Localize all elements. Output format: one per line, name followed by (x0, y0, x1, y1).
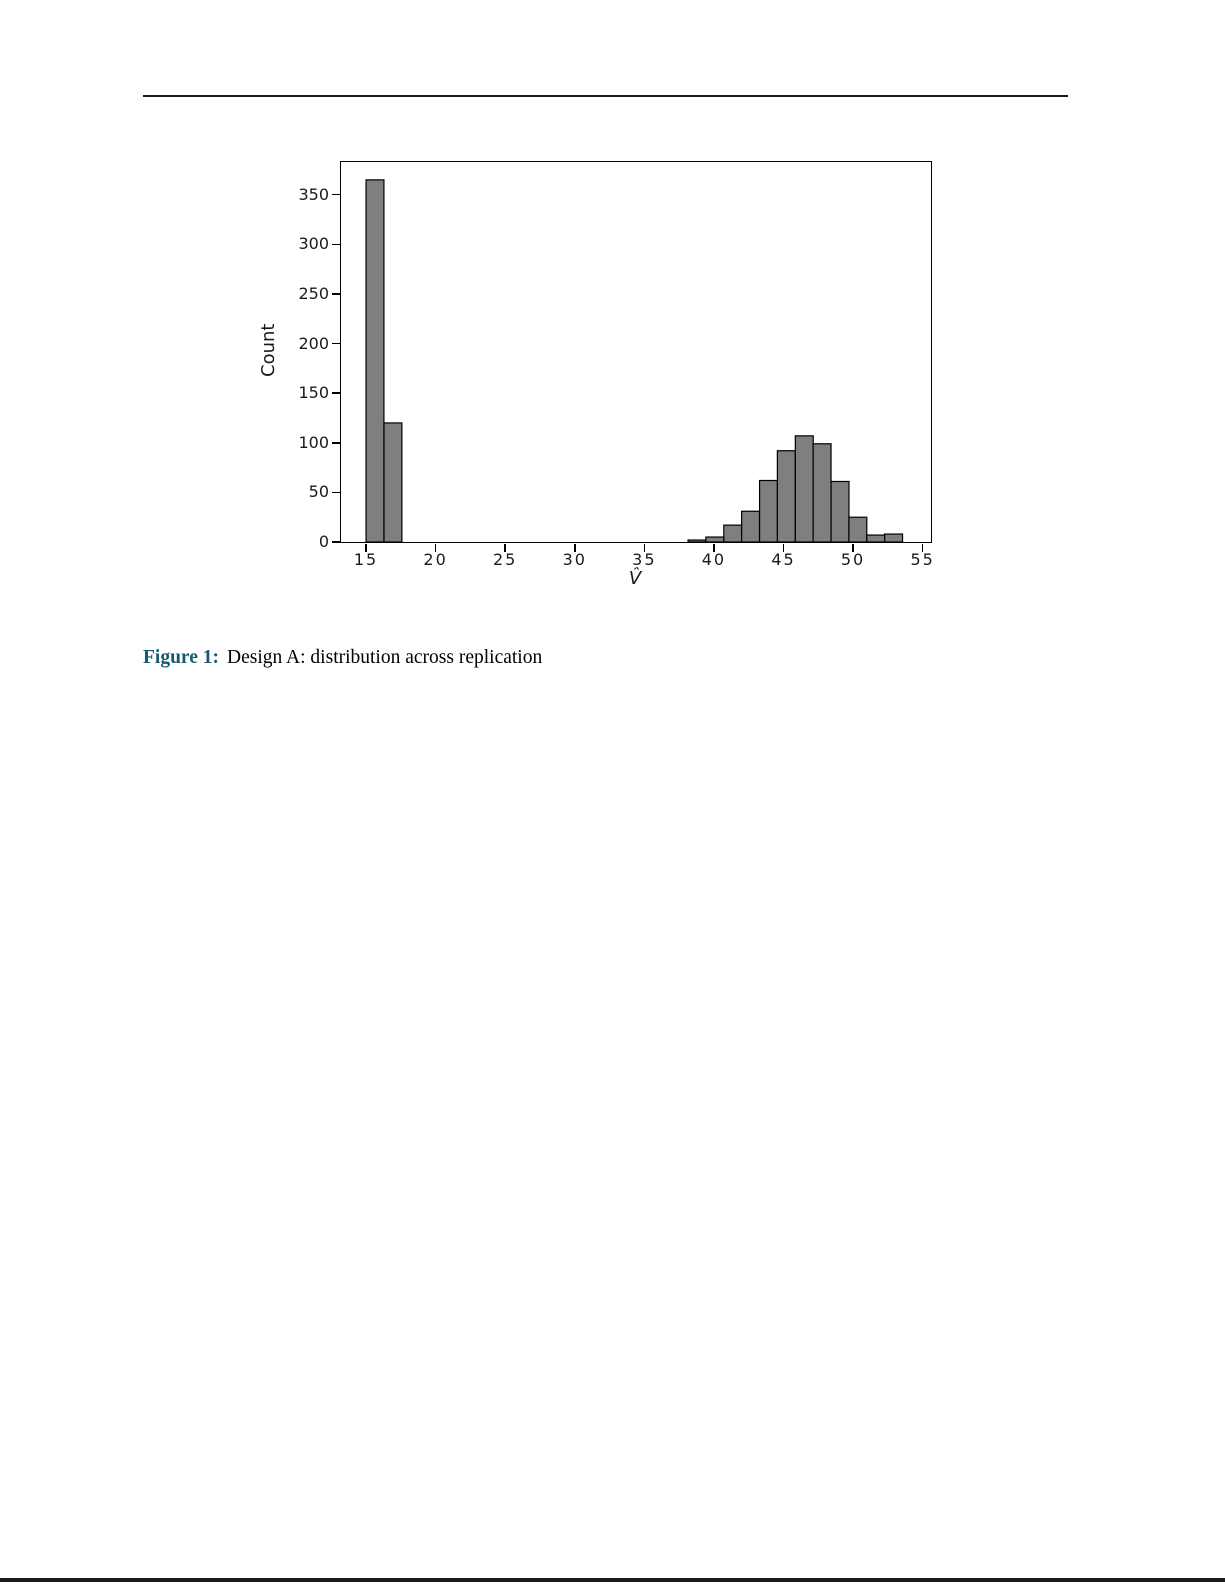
x-tick-mark (365, 543, 367, 552)
y-tick-mark (332, 392, 340, 394)
x-tick-mark (434, 543, 437, 552)
histogram-bar (365, 179, 385, 543)
x-axis-label: V̂ (628, 568, 642, 589)
histogram-bar (866, 534, 886, 543)
x-tick-label: 20 (423, 550, 448, 569)
y-tick-mark (332, 491, 340, 494)
histogram-bar (687, 539, 707, 543)
x-tick-mark (713, 543, 715, 552)
y-tick-label: 350 (298, 184, 329, 204)
x-tick-label: 40 (701, 550, 727, 569)
histogram-bar (830, 480, 850, 543)
y-tick-mark (332, 541, 340, 543)
y-tick-mark (332, 193, 340, 196)
y-tick-mark (332, 293, 340, 295)
histogram-bar (812, 443, 832, 543)
x-tick-label: 15 (353, 550, 379, 569)
histogram-bars (365, 179, 904, 543)
x-tick-label: 45 (771, 550, 796, 569)
histogram-bar (723, 524, 743, 543)
y-tick-mark (332, 243, 340, 246)
histogram-bar (741, 510, 761, 543)
histogram-bar (758, 479, 779, 543)
histogram-bar (848, 516, 868, 543)
figure-caption-text: Design A: distribution across replicatio… (227, 646, 543, 668)
histogram-bar (884, 533, 904, 543)
y-tick-label: 100 (298, 432, 329, 452)
x-tick-label: 25 (493, 550, 518, 569)
x-tick-mark (921, 543, 924, 552)
y-tick-mark (332, 442, 340, 444)
histogram-plot: 0 50 100 150 200 250 300 350 15 20 25 30 35 40 45 50 55 (298, 161, 933, 569)
histogram-bar (776, 450, 796, 543)
y-tick-label: 0 (318, 532, 329, 551)
y-tick-label: 200 (298, 333, 329, 353)
y-tick-label: 300 (298, 234, 329, 254)
x-tick-label: 55 (910, 550, 935, 569)
histogram-bar (383, 422, 403, 543)
x-tick-mark (504, 543, 506, 552)
x-tick-label: 35 (632, 550, 657, 569)
x-tick-mark (643, 543, 646, 552)
page-header-rule (143, 95, 1068, 97)
figure-caption-label: Figure 1: (143, 646, 220, 668)
page-footer-rule (0, 1578, 1225, 1582)
figure-caption: Figure 1: Design A: distribution across r… (143, 647, 1068, 669)
x-tick-label: 50 (840, 550, 866, 569)
histogram-bar (705, 536, 725, 543)
x-tick-mark (852, 543, 854, 552)
x-tick-mark (574, 543, 576, 552)
y-tick-label: 250 (298, 283, 329, 303)
y-tick-label: 150 (298, 383, 329, 403)
histogram-bar (794, 435, 814, 543)
y-tick-label: 50 (308, 482, 329, 502)
y-tick-mark (332, 342, 340, 345)
x-tick-mark (782, 543, 785, 552)
x-tick-label: 30 (562, 550, 587, 569)
